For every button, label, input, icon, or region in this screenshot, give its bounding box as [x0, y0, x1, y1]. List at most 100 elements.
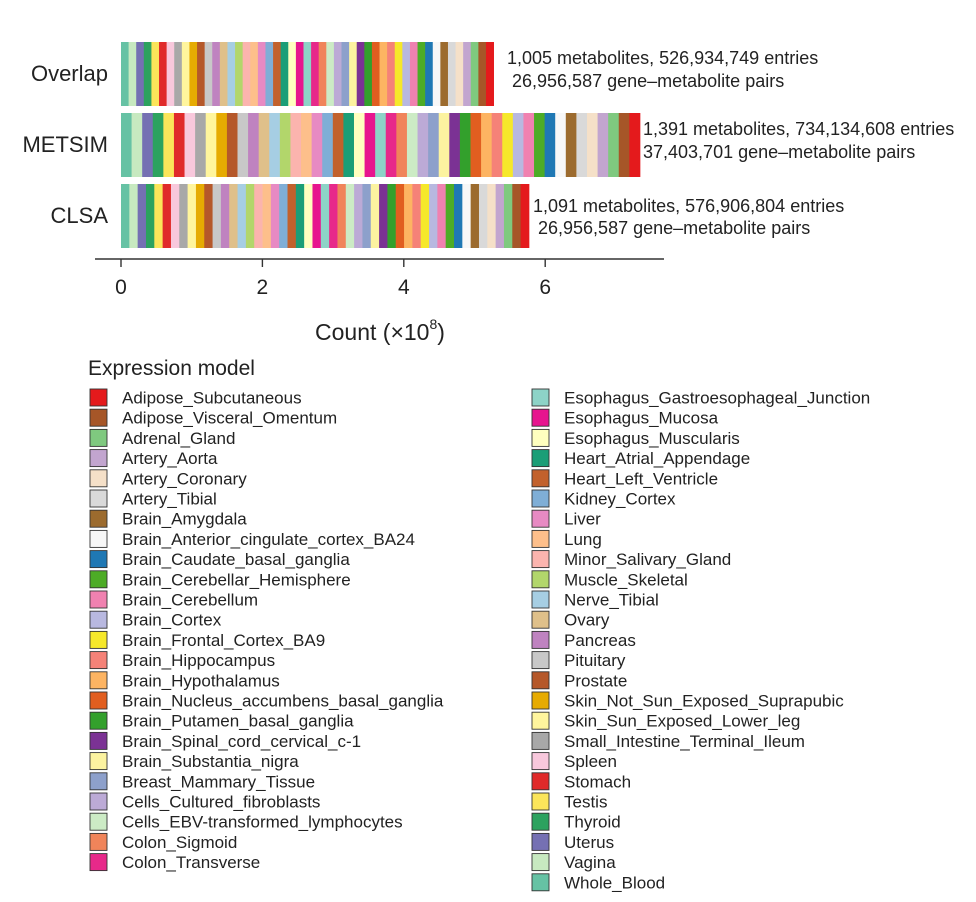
bar-segment: [205, 113, 217, 177]
bar-segment: [364, 42, 373, 106]
bar-segment: [629, 113, 641, 177]
legend-label: Adrenal_Gland: [122, 429, 235, 448]
legend-swatch: [531, 792, 550, 811]
bar-segment: [404, 184, 413, 248]
legend-label: Pituitary: [564, 651, 626, 670]
bar-segment: [301, 113, 313, 177]
bar-segment: [417, 42, 426, 106]
bar-segment: [354, 184, 363, 248]
x-axis-title: Count (×108): [315, 316, 445, 345]
bar-segment: [478, 42, 487, 106]
legend-label: Kidney_Cortex: [564, 490, 676, 509]
legend-swatch: [89, 630, 108, 649]
legend-swatch: [89, 853, 108, 872]
bar-segment: [237, 184, 247, 248]
bar-segment: [449, 113, 461, 177]
bar-segment: [385, 113, 397, 177]
legend-swatch: [531, 711, 550, 730]
bar-segment: [447, 42, 456, 106]
legend-swatch: [89, 590, 108, 609]
bar-segment: [258, 113, 270, 177]
bar-segment: [618, 113, 630, 177]
bar-segment: [387, 184, 397, 248]
bar-segment: [503, 184, 513, 248]
bar-segment: [220, 184, 230, 248]
bar-segment: [216, 113, 228, 177]
bar-segment: [463, 42, 472, 106]
annotations: 1,005 metabolites, 526,934,749 entries 2…: [507, 48, 954, 238]
legend-label: Brain_Cerebellar_Hemisphere: [122, 570, 351, 589]
legend-label: Vagina: [564, 853, 616, 872]
bar-segment: [288, 42, 297, 106]
bar-segment: [290, 113, 302, 177]
legend-swatch: [531, 570, 550, 589]
legend-swatch: [89, 752, 108, 771]
legend-label: Brain_Cerebellum: [122, 591, 258, 610]
legend-label: Cells_EBV-transformed_lymphocytes: [122, 813, 403, 832]
bar-segment: [402, 42, 411, 106]
bar-segment: [197, 42, 206, 106]
annotation-clsa-line2: 26,956,587 gene–metabolite pairs: [538, 218, 810, 238]
x-axis-title-main: Count (×10: [315, 319, 429, 345]
bar-segment: [280, 42, 289, 106]
bar-segment: [387, 42, 396, 106]
legend-label: Esophagus_Muscularis: [564, 429, 740, 448]
bar-segment: [523, 113, 535, 177]
bar-segment: [279, 184, 288, 248]
x-ticks: 0 2 4 6: [115, 259, 551, 299]
legend-swatch: [531, 610, 550, 629]
bar-segment: [420, 184, 430, 248]
bar-segment: [143, 42, 152, 106]
bar-segment: [174, 42, 183, 106]
legend-swatch: [531, 873, 550, 892]
bar-segment: [470, 113, 482, 177]
legend-label: Muscle_Skeletal: [564, 570, 688, 589]
legend-swatch: [89, 711, 108, 730]
legend-swatch: [531, 529, 550, 548]
bar-segment: [394, 42, 403, 106]
row-labels: Overlap METSIM CLSA: [22, 61, 108, 228]
legend-swatch: [531, 731, 550, 750]
bar-segment: [425, 42, 434, 106]
bar-segment: [229, 184, 238, 248]
bar-segment: [412, 184, 422, 248]
legend-swatch: [531, 630, 550, 649]
annotation-overlap-line1: 1,005 metabolites, 526,934,749 entries: [507, 48, 818, 68]
bar-segment: [287, 184, 297, 248]
legend-swatch: [89, 610, 108, 629]
bar-segment: [312, 184, 322, 248]
legend-swatch: [531, 550, 550, 569]
bar-segment: [428, 113, 440, 177]
bar-segment: [129, 184, 139, 248]
bar-segment: [145, 184, 155, 248]
bar-segment: [586, 113, 598, 177]
bar-segment: [128, 42, 137, 106]
legend-swatch: [531, 853, 550, 872]
legend-label: Brain_Caudate_basal_ganglia: [122, 550, 350, 569]
x-axis-title-suffix: ): [437, 319, 445, 345]
bar-segment: [341, 42, 350, 106]
bar-segment: [454, 184, 463, 248]
bar-segment: [337, 184, 347, 248]
bar-segment: [470, 42, 479, 106]
bar-segment: [173, 113, 185, 177]
legend-swatch: [531, 812, 550, 831]
legend-label: Colon_Transverse: [122, 853, 260, 872]
bar-segment: [470, 184, 480, 248]
bar-segment: [437, 184, 447, 248]
legend-swatch: [89, 812, 108, 831]
annotation-metsim-line2: 37,403,701 gene–metabolite pairs: [643, 142, 915, 162]
bar-segment: [270, 184, 280, 248]
bar-segment: [375, 113, 387, 177]
annotation-metsim-line1: 1,391 metabolites, 734,134,608 entries: [643, 119, 954, 139]
bar-segment: [520, 184, 530, 248]
legend-label: Brain_Hippocampus: [122, 651, 275, 670]
bar-segment: [371, 42, 380, 106]
bar-segment: [409, 42, 418, 106]
legend-swatch: [89, 388, 108, 407]
bar-segment: [227, 42, 236, 106]
bar-segment: [459, 113, 471, 177]
legend-swatch: [531, 509, 550, 528]
legend-label: Whole_Blood: [564, 873, 665, 892]
